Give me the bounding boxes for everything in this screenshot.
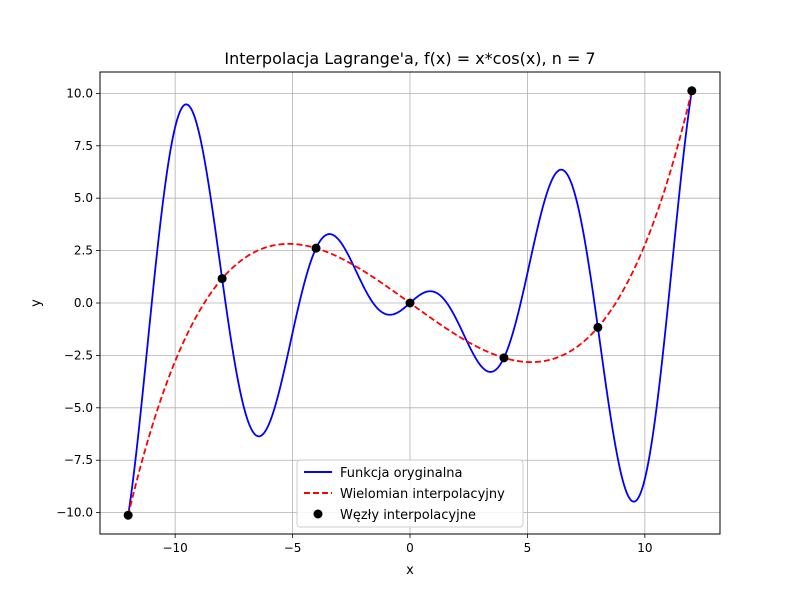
chart-title: Interpolacja Lagrange'a, f(x) = x*cos(x)… (224, 49, 595, 68)
legend-label-polynomial: Wielomian interpolacyjny (340, 487, 505, 502)
y-tick-label: 2.5 (74, 244, 93, 258)
legend-label-original: Funkcja oryginalna (340, 466, 463, 481)
interpolation-nodes (123, 86, 697, 520)
y-tick-label: 10.0 (66, 86, 93, 100)
interpolation-node (593, 322, 603, 332)
y-axis-ticks: −10.0 −7.5 −5.0 −2.5 0.0 2.5 5.0 7.5 10.0 (56, 86, 100, 520)
interpolation-node (311, 243, 321, 253)
legend-marker-nodes (313, 509, 323, 519)
x-tick-label: 0 (406, 541, 414, 555)
legend: Funkcja oryginalna Wielomian interpolacy… (296, 459, 524, 528)
interpolation-node (405, 298, 415, 308)
x-tick-label: 5 (524, 541, 532, 555)
y-tick-label: 5.0 (74, 191, 93, 205)
y-tick-label: 0.0 (74, 296, 93, 310)
y-tick-label: −7.5 (64, 453, 93, 467)
interpolation-node (499, 353, 509, 363)
interpolation-node (123, 510, 133, 520)
legend-box (296, 459, 524, 528)
x-axis-ticks: −10 −5 0 5 10 (162, 534, 652, 555)
x-tick-label: 10 (637, 541, 652, 555)
x-tick-label: −5 (284, 541, 302, 555)
interpolation-node (217, 274, 227, 284)
legend-label-nodes: Węzły interpolacyjne (340, 508, 476, 523)
y-axis-label: y (29, 299, 44, 307)
x-tick-label: −10 (162, 541, 187, 555)
x-axis-label: x (406, 563, 414, 578)
interpolation-node (687, 86, 697, 96)
y-tick-label: −5.0 (64, 401, 93, 415)
y-tick-label: −10.0 (56, 506, 93, 520)
y-tick-label: 7.5 (74, 139, 93, 153)
y-tick-label: −2.5 (64, 348, 93, 362)
